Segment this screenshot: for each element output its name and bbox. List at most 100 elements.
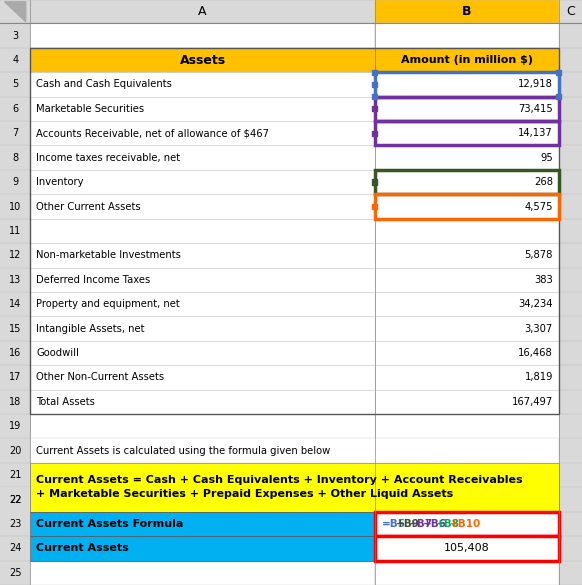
Bar: [375, 219, 559, 243]
Text: 4: 4: [12, 55, 18, 65]
Text: 22: 22: [9, 494, 22, 504]
Bar: [372, 70, 378, 75]
Bar: [372, 106, 378, 112]
Bar: [30, 536, 375, 560]
Bar: [30, 48, 375, 72]
Bar: [375, 341, 559, 365]
Bar: [375, 121, 559, 146]
Text: 16,468: 16,468: [518, 348, 553, 358]
Bar: [375, 48, 559, 72]
Text: 16: 16: [9, 348, 22, 358]
Text: +B10: +B10: [450, 519, 481, 529]
Text: Income taxes receivable, net: Income taxes receivable, net: [36, 153, 180, 163]
Bar: [375, 170, 559, 194]
Bar: [30, 292, 375, 316]
Bar: [30, 341, 375, 365]
Text: +B8: +B8: [436, 519, 460, 529]
Text: Current Assets Formula: Current Assets Formula: [36, 519, 183, 529]
Text: 34,234: 34,234: [519, 299, 553, 309]
Bar: [30, 560, 375, 585]
Text: 4,575: 4,575: [524, 201, 553, 212]
Text: Other Non-Current Assets: Other Non-Current Assets: [36, 373, 164, 383]
Text: 25: 25: [9, 568, 22, 578]
Text: C: C: [566, 5, 575, 18]
Text: Deferred Income Taxes: Deferred Income Taxes: [36, 275, 150, 285]
Text: +B7: +B7: [409, 519, 433, 529]
Bar: [375, 536, 559, 560]
Bar: [375, 365, 559, 390]
Bar: [30, 512, 375, 536]
Bar: [556, 94, 561, 99]
Bar: [30, 121, 375, 146]
Bar: [375, 292, 559, 316]
Text: 14,137: 14,137: [518, 128, 553, 138]
Bar: [372, 130, 378, 136]
Polygon shape: [5, 2, 26, 22]
Text: Non-marketable Investments: Non-marketable Investments: [36, 250, 181, 260]
Text: 95: 95: [540, 153, 553, 163]
Text: +B6: +B6: [423, 519, 446, 529]
Bar: [30, 439, 559, 463]
Bar: [30, 365, 375, 390]
Text: Current Assets: Current Assets: [36, 543, 129, 553]
Bar: [556, 70, 561, 75]
Bar: [559, 0, 582, 585]
Bar: [372, 82, 378, 87]
Text: 105,408: 105,408: [444, 543, 489, 553]
Bar: [372, 180, 378, 185]
Bar: [375, 121, 559, 146]
Text: B: B: [462, 5, 471, 18]
Text: Accounts Receivable, net of allowance of $467: Accounts Receivable, net of allowance of…: [36, 128, 269, 138]
Bar: [30, 463, 559, 512]
Text: Other Current Assets: Other Current Assets: [36, 201, 141, 212]
Text: 167,497: 167,497: [512, 397, 553, 407]
Bar: [30, 48, 559, 414]
Text: Current Assets is calculated using the formula given below: Current Assets is calculated using the f…: [36, 446, 331, 456]
Bar: [375, 72, 559, 97]
Bar: [375, 146, 559, 170]
Text: Assets: Assets: [179, 53, 226, 67]
Bar: [30, 243, 375, 267]
Bar: [30, 316, 375, 341]
Bar: [375, 72, 559, 97]
Text: 11: 11: [9, 226, 22, 236]
Text: Current Assets = Cash + Cash Equivalents + Inventory + Account Receivables: Current Assets = Cash + Cash Equivalents…: [36, 476, 523, 486]
Text: 268: 268: [534, 177, 553, 187]
Bar: [30, 146, 375, 170]
Text: 14: 14: [9, 299, 22, 309]
Bar: [375, 243, 559, 267]
Bar: [559, 0, 582, 23]
Bar: [375, 194, 559, 219]
Text: 12: 12: [9, 250, 22, 260]
Bar: [375, 97, 559, 121]
Bar: [375, 316, 559, 341]
Text: A: A: [198, 5, 207, 18]
Bar: [375, 267, 559, 292]
Bar: [30, 23, 375, 48]
Text: 18: 18: [9, 397, 22, 407]
Bar: [375, 0, 559, 23]
Text: 3,307: 3,307: [524, 324, 553, 333]
Text: 20: 20: [9, 446, 22, 456]
Text: +B9: +B9: [395, 519, 419, 529]
Text: 1,819: 1,819: [524, 373, 553, 383]
Bar: [30, 390, 375, 414]
Text: 3: 3: [12, 30, 18, 40]
Text: Marketable Securities: Marketable Securities: [36, 104, 144, 114]
Bar: [375, 194, 559, 219]
Bar: [375, 97, 559, 121]
Bar: [30, 414, 375, 439]
Bar: [30, 194, 375, 219]
Text: 12,918: 12,918: [518, 80, 553, 90]
Text: =B5: =B5: [382, 519, 406, 529]
Bar: [375, 560, 559, 585]
Text: 9: 9: [12, 177, 18, 187]
Bar: [375, 390, 559, 414]
Bar: [375, 414, 559, 439]
Bar: [30, 0, 375, 23]
Text: 17: 17: [9, 373, 22, 383]
Bar: [30, 170, 375, 194]
Text: 5,878: 5,878: [524, 250, 553, 260]
Bar: [375, 512, 559, 536]
Text: Cash and Cash Equivalents: Cash and Cash Equivalents: [36, 80, 172, 90]
